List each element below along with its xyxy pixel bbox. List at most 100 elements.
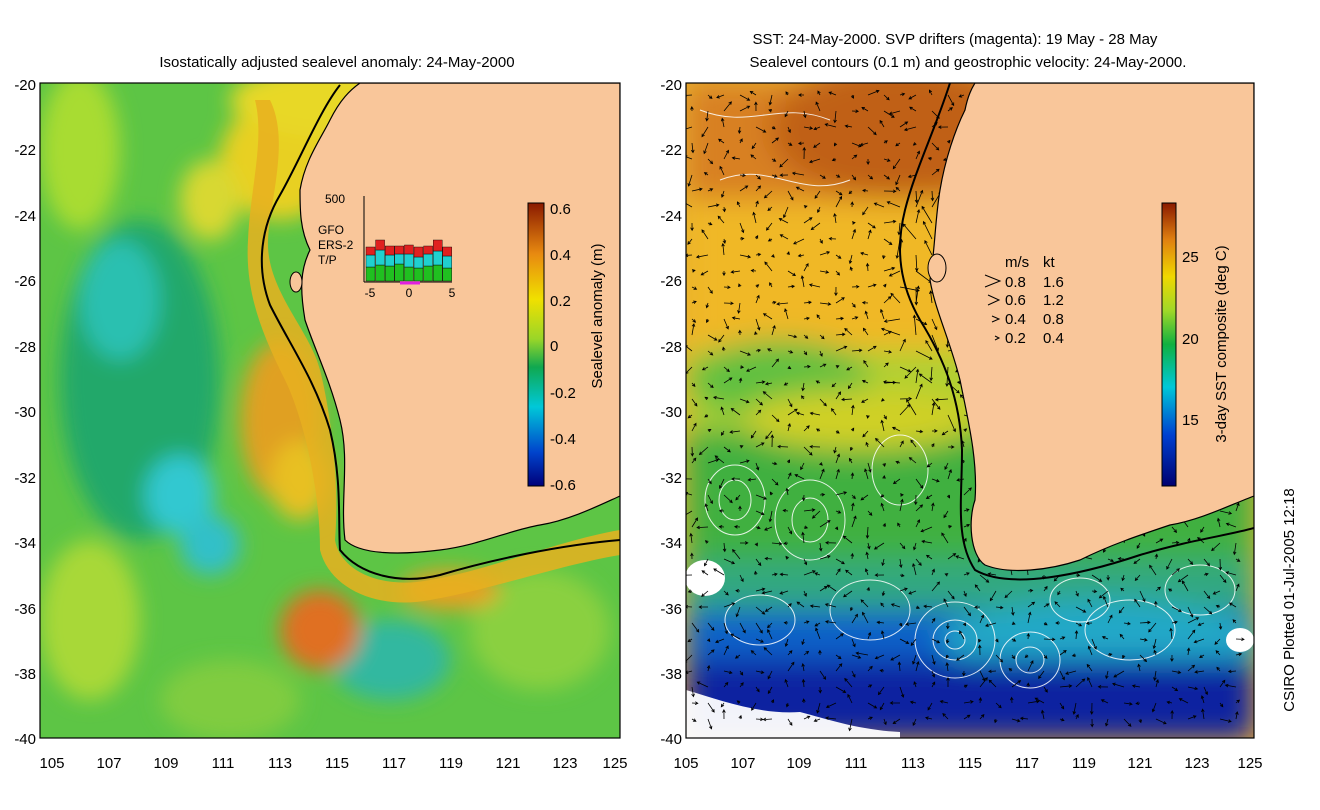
velocity-arrow <box>862 611 869 624</box>
velocity-arrow <box>703 142 709 155</box>
velocity-arrow <box>723 318 729 330</box>
left-y-tick: -26 <box>14 273 36 290</box>
velocity-arrow <box>705 110 709 122</box>
velocity-arrow <box>880 602 885 608</box>
velocity-arrow <box>722 709 726 720</box>
velocity-arrow <box>995 702 1002 709</box>
velocity-arrow <box>687 414 693 419</box>
velocity-arrow <box>739 173 747 178</box>
velocity-arrow <box>1187 664 1196 672</box>
velocity-arrow <box>771 414 780 423</box>
velocity-arrow <box>1027 660 1034 672</box>
velocity-arrow <box>1097 685 1109 689</box>
inset-bar <box>423 265 433 282</box>
velocity-arrow <box>779 158 789 168</box>
velocity-arrow <box>851 284 860 289</box>
velocity-arrow <box>855 651 869 656</box>
velocity-arrow <box>915 605 920 609</box>
velocity-arrow <box>803 262 809 272</box>
velocity-arrow <box>892 718 901 724</box>
velocity-arrow <box>764 556 773 561</box>
velocity-arrow <box>873 202 885 208</box>
velocity-arrow <box>767 206 773 211</box>
velocity-arrow <box>1074 630 1079 640</box>
velocity-legend-ms: 0.4 <box>1005 311 1026 328</box>
velocity-arrow <box>1117 557 1125 561</box>
velocity-arrow <box>1194 670 1205 674</box>
velocity-arrow <box>1059 718 1065 722</box>
velocity-arrow <box>880 419 885 432</box>
velocity-arrow <box>1034 697 1045 704</box>
velocity-arrow <box>1219 718 1232 723</box>
velocity-arrow <box>707 702 715 713</box>
velocity-arrow <box>934 397 949 402</box>
inset-bar <box>375 264 385 282</box>
velocity-arrow <box>1091 574 1103 582</box>
inset-bar <box>385 245 395 256</box>
velocity-arrow <box>1224 683 1237 688</box>
velocity-arrow <box>994 718 998 724</box>
velocity-arrow <box>735 494 741 501</box>
velocity-arrow <box>786 251 790 256</box>
velocity-arrow <box>1107 558 1115 562</box>
velocity-arrow <box>866 158 870 166</box>
velocity-arrow <box>754 542 758 547</box>
inset-bar <box>433 239 443 252</box>
velocity-arrow <box>908 590 917 595</box>
velocity-arrow <box>1170 709 1174 720</box>
right-y-tick: -30 <box>660 404 682 421</box>
velocity-arrow <box>755 606 766 615</box>
velocity-arrow <box>906 398 917 416</box>
velocity-arrow <box>930 190 935 202</box>
sla-colorbar-tick: -0.6 <box>550 477 576 494</box>
left-x-tick: 117 <box>382 755 406 772</box>
velocity-arrow <box>1203 572 1209 577</box>
velocity-arrow <box>803 334 809 339</box>
velocity-arrow <box>1216 666 1221 672</box>
velocity-arrow <box>883 718 887 726</box>
inset-bar <box>413 256 424 269</box>
inset-bar <box>433 264 443 282</box>
velocity-arrow <box>931 581 941 592</box>
sealevel-contours <box>699 109 1236 689</box>
velocity-arrow <box>851 174 857 181</box>
velocity-arrow <box>1075 714 1079 720</box>
sla-colorbar-tick: 0.4 <box>550 247 571 264</box>
velocity-arrow <box>814 190 821 199</box>
velocity-arrow <box>778 218 789 224</box>
velocity-arrow <box>866 586 870 592</box>
velocity-arrow <box>835 430 840 434</box>
velocity-arrow <box>1235 583 1240 592</box>
velocity-arrow <box>865 551 869 560</box>
velocity-arrow <box>963 590 967 597</box>
velocity-arrow <box>831 157 837 162</box>
velocity-arrow <box>755 587 766 592</box>
velocity-arrow <box>764 526 773 531</box>
velocity-arrow <box>947 469 952 480</box>
velocity-arrow <box>851 302 856 308</box>
velocity-arrow <box>803 205 808 209</box>
velocity-arrow <box>861 379 869 384</box>
velocity-arrow <box>782 508 789 513</box>
velocity-arrow <box>851 654 862 659</box>
velocity-legend-header-ms: m/s <box>1005 254 1029 271</box>
velocity-arrow <box>943 510 949 519</box>
velocity-arrow <box>1168 588 1173 592</box>
velocity-arrow <box>897 522 901 528</box>
velocity-arrow <box>899 587 908 592</box>
velocity-arrow <box>890 603 901 608</box>
velocity-arrow <box>1107 653 1113 657</box>
velocity-arrow <box>787 350 794 354</box>
velocity-arrow <box>946 622 950 630</box>
velocity-arrow <box>1178 698 1189 704</box>
velocity-arrow <box>695 254 709 259</box>
velocity-arrow <box>704 414 709 418</box>
right-x-tick: 105 <box>673 755 698 772</box>
velocity-arrow <box>731 477 740 481</box>
velocity-arrow <box>1103 595 1109 608</box>
velocity-arrow <box>809 158 821 164</box>
velocity-arrow <box>779 234 789 240</box>
right-x-tick: 109 <box>786 755 811 772</box>
velocity-arrow <box>1026 682 1030 688</box>
velocity-arrow <box>803 110 807 119</box>
